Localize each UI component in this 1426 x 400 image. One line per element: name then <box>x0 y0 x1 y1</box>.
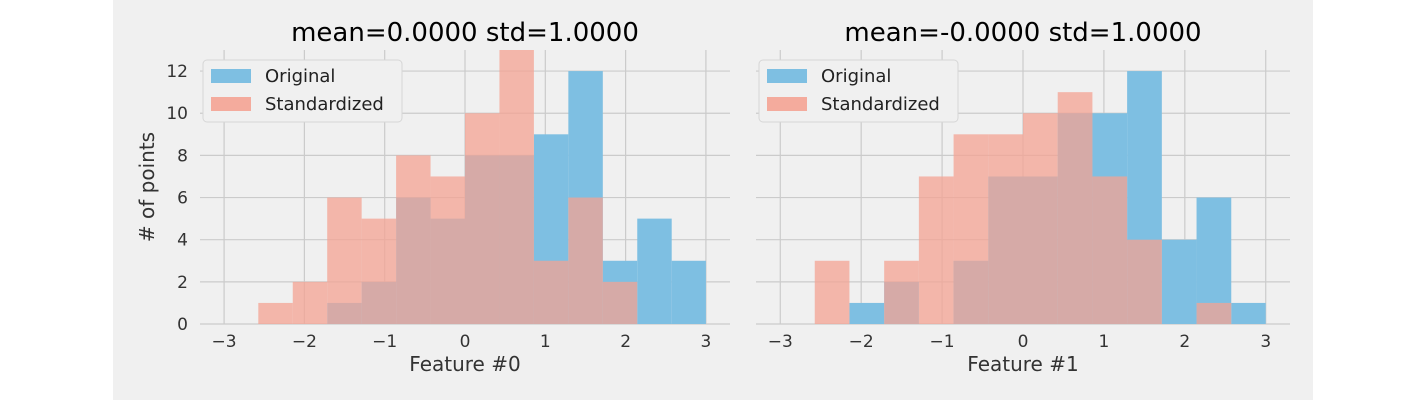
y-tick-label: 0 <box>177 315 188 335</box>
standardized-bar <box>988 134 1023 324</box>
feature-1-bars <box>814 71 1266 325</box>
feature-1-histogram: −3 −2 −1 0 1 2 3 mean=-0.0000 std=1.0000 Featu… <box>756 18 1290 376</box>
feature-0-y-ticks: 0 2 4 6 8 10 12 <box>166 62 188 335</box>
standardized-bar <box>1196 302 1232 324</box>
standardized-bar <box>1127 239 1162 324</box>
standardized-bar <box>814 260 850 324</box>
original-bar <box>637 218 672 324</box>
standardized-bar <box>918 176 954 324</box>
y-tick-label: 6 <box>177 189 188 209</box>
standardized-bar <box>1057 92 1093 325</box>
standardized-bar <box>327 197 362 324</box>
feature-1-title: mean=-0.0000 std=1.0000 <box>844 18 1201 48</box>
standardized-bar <box>533 260 569 324</box>
x-tick-label: 2 <box>1179 332 1190 352</box>
legend-box <box>758 59 959 123</box>
feature-1-x-ticks: −3 −2 −1 0 1 2 3 <box>768 332 1271 352</box>
standardized-bar <box>396 155 431 324</box>
x-tick-label: −2 <box>849 332 874 352</box>
legend-swatch-original <box>767 69 807 83</box>
legend-swatch-standardized <box>767 97 807 111</box>
x-tick-label: −2 <box>292 332 317 352</box>
legend-swatch-original <box>211 69 251 83</box>
standardized-bar <box>465 113 500 324</box>
legend-label-original: Original <box>265 66 335 87</box>
y-tick-label: 4 <box>177 231 188 251</box>
original-bar <box>671 260 706 324</box>
x-tick-label: 1 <box>1098 332 1109 352</box>
feature-0-bars <box>258 50 706 324</box>
y-tick-label: 10 <box>166 104 188 124</box>
feature-0-x-axis-label: Feature #0 <box>409 352 520 376</box>
feature-0-y-axis-label: # of points <box>135 132 159 242</box>
standardized-bar <box>1023 113 1058 324</box>
standardized-bar <box>953 134 989 324</box>
y-tick-label: 12 <box>166 62 188 82</box>
x-tick-label: 0 <box>1018 332 1029 352</box>
x-tick-label: 2 <box>620 332 631 352</box>
x-tick-label: −3 <box>768 332 793 352</box>
feature-0-legend: Original Standardized <box>202 59 403 123</box>
x-tick-label: 1 <box>540 332 551 352</box>
standardized-bar <box>430 176 465 324</box>
x-tick-label: −3 <box>212 332 237 352</box>
feature-1-legend: Original Standardized <box>758 59 959 123</box>
original-bar <box>1161 239 1197 324</box>
x-tick-label: 3 <box>700 332 711 352</box>
standardized-bar <box>1092 176 1128 324</box>
y-tick-label: 2 <box>177 273 188 293</box>
original-bar <box>1231 302 1266 324</box>
legend-label-original: Original <box>821 66 891 87</box>
x-tick-label: −1 <box>930 332 955 352</box>
feature-0-title: mean=0.0000 std=1.0000 <box>291 18 639 48</box>
x-tick-label: 3 <box>1260 332 1271 352</box>
original-bar <box>849 302 885 324</box>
legend-swatch-standardized <box>211 97 251 111</box>
legend-label-standardized: Standardized <box>821 94 940 115</box>
legend-label-standardized: Standardized <box>265 94 384 115</box>
standardized-bar <box>361 218 397 324</box>
standardized-bar <box>292 281 328 324</box>
feature-0-x-ticks: −3 −2 −1 0 1 2 3 <box>212 332 712 352</box>
standardized-bar <box>258 302 293 324</box>
standardized-bar <box>499 50 534 324</box>
standardized-bar <box>568 197 603 324</box>
y-tick-label: 8 <box>177 146 188 166</box>
standardized-bar <box>602 281 638 324</box>
legend-box <box>202 59 403 123</box>
x-tick-label: −1 <box>372 332 397 352</box>
x-tick-label: 0 <box>460 332 471 352</box>
standardized-bar <box>884 260 919 324</box>
feature-1-x-axis-label: Feature #1 <box>967 352 1078 376</box>
